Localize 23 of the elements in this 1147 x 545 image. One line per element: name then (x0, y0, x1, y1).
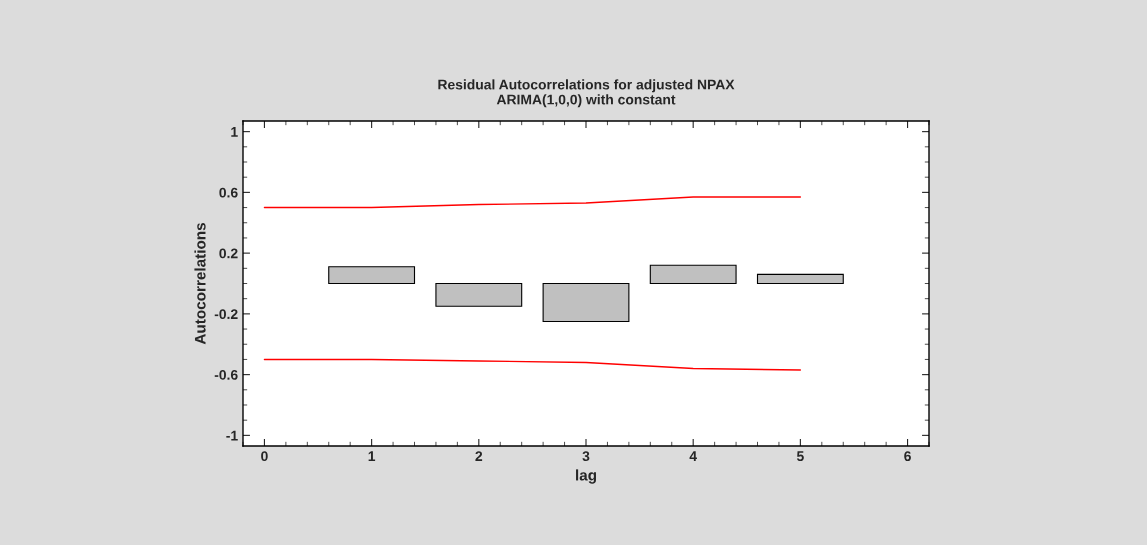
y-tick-label: -0.6 (214, 369, 238, 380)
y-axis-title: Autocorrelations (194, 223, 206, 345)
x-tick-label: 5 (796, 451, 804, 462)
y-tick-label: -0.2 (214, 309, 238, 320)
y-tick-label: 1 (231, 127, 238, 137)
x-tick-label: 0 (261, 451, 268, 462)
x-tick-label: 1 (368, 451, 376, 461)
x-tick-label: 4 (689, 451, 697, 461)
x-tick-label: 3 (582, 451, 590, 462)
line-series (263, 196, 802, 209)
bar (649, 264, 737, 285)
chart-title: Residual Autocorrelations for adjusted NPAX ARIMA(1,0,0) with constant (438, 79, 735, 108)
x-axis-title: lag (576, 469, 597, 484)
y-tick-label: 0.2 (219, 248, 238, 259)
y-tick-label: 0.6 (219, 187, 238, 198)
y-tick-label: -1 (226, 430, 238, 441)
bar (542, 282, 630, 323)
bar (435, 282, 523, 307)
x-tick-label: 2 (475, 451, 483, 461)
bar (328, 266, 416, 285)
line-series (263, 358, 802, 371)
x-tick-label: 6 (904, 451, 911, 462)
bar (756, 273, 844, 285)
